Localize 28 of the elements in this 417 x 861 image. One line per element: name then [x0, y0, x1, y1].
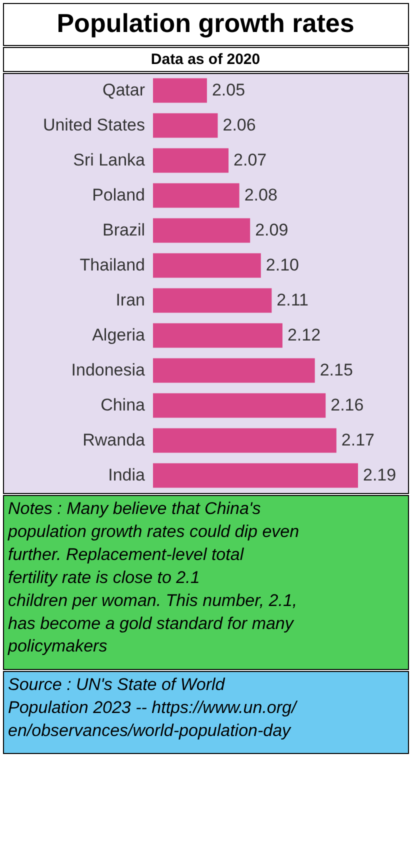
y-tick-label: Iran — [116, 290, 145, 310]
data-label: 2.19 — [363, 466, 396, 484]
data-label: 2.16 — [330, 396, 364, 414]
y-tick-label: Thailand — [80, 256, 145, 274]
data-label: 2.11 — [276, 290, 309, 310]
y-tick-label: India — [108, 466, 146, 484]
data-label: 2.15 — [320, 360, 353, 380]
data-label: 2.05 — [212, 80, 246, 100]
y-tick-label: United States — [42, 116, 145, 134]
text: Notes : Many believe that China's population growth rates could dip even further. Replacement-level total fertility rate is close to 2.1 children per woman. This number, 2.1, has become a gold standard for many policymakers — [7, 499, 300, 656]
data-label: 2.12 — [287, 326, 321, 344]
y-tick-label: China — [100, 396, 146, 414]
chart-subtitle: Data as of 2020 — [150, 51, 260, 68]
y-tick-label: Brazil — [102, 220, 145, 240]
data-label: 2.09 — [255, 220, 288, 240]
source-note: Source : UN's State of World Population 2023 -- https://www.un.org/en/observances/world-population-day — [8, 675, 298, 740]
y-tick-label: Sri Lanka — [73, 150, 146, 170]
y-tick-label: Indonesia — [71, 360, 146, 380]
data-label: 2.10 — [266, 256, 299, 274]
y-tick-label: Rwanda — [82, 430, 146, 450]
chart-title: Population growth rates — [56, 8, 354, 38]
y-tick-label: Algeria — [92, 326, 146, 344]
data-label: 2.08 — [244, 186, 278, 204]
y-tick-label: Poland — [92, 186, 145, 204]
y-tick-label: Qatar — [102, 80, 146, 100]
data-label: 2.17 — [341, 430, 375, 450]
data-label: 2.07 — [234, 150, 267, 170]
data-label: 2.06 — [222, 116, 256, 134]
